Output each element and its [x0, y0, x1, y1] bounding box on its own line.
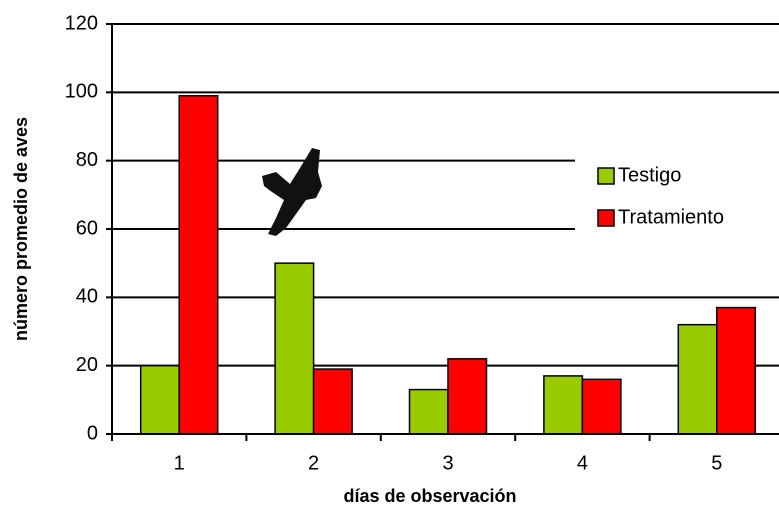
- x-tick-label: 2: [308, 452, 319, 474]
- legend-swatch: [598, 210, 614, 226]
- bar: [275, 263, 314, 434]
- bar: [314, 369, 353, 434]
- bar: [179, 96, 218, 434]
- x-axis-title: días de observación: [343, 486, 516, 506]
- bar: [717, 308, 756, 434]
- y-tick-label: 100: [65, 81, 98, 103]
- bar: [544, 376, 583, 434]
- y-tick-label: 120: [65, 12, 98, 34]
- y-axis-title: número promedio de aves: [11, 117, 31, 341]
- x-tick-label: 5: [711, 452, 722, 474]
- bar: [448, 359, 487, 434]
- bar: [141, 366, 180, 434]
- bar: [678, 325, 717, 434]
- bar: [410, 390, 449, 434]
- chart: días de observación número promedio de a…: [0, 0, 779, 515]
- y-tick-label: 20: [76, 354, 98, 376]
- x-tick-label: 3: [442, 452, 453, 474]
- y-tick-label: 60: [76, 217, 98, 239]
- x-tick-label: 1: [174, 452, 185, 474]
- legend-label: Tratamiento: [618, 206, 724, 228]
- y-tick-label: 80: [76, 149, 98, 171]
- x-tick-label: 4: [577, 452, 588, 474]
- legend-label: Testigo: [618, 164, 681, 186]
- legend-swatch: [598, 168, 614, 184]
- bar: [582, 379, 621, 434]
- y-tick-label: 40: [76, 286, 98, 308]
- y-tick-label: 0: [87, 422, 98, 444]
- legend-background: [575, 140, 779, 250]
